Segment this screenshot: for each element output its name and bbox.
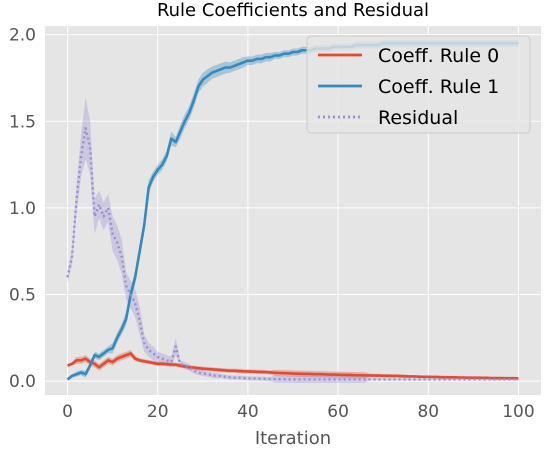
legend-label: Coeff. Rule 1 xyxy=(378,76,499,98)
line-coeff-rule-0 xyxy=(67,352,519,380)
band-coeff-rule-1 xyxy=(67,39,519,382)
x-tick-label: 80 xyxy=(417,402,439,422)
y-tick-label: 1.5 xyxy=(9,112,36,132)
y-tick-label: 1.0 xyxy=(9,199,36,219)
x-tick-label: 40 xyxy=(237,402,259,422)
legend-label: Residual xyxy=(378,107,458,129)
x-tick-label: 20 xyxy=(147,402,169,422)
x-axis-label: Iteration xyxy=(255,428,331,449)
x-tick-label: 60 xyxy=(327,402,349,422)
x-tick-labels: 0 20 40 60 80 100 xyxy=(62,402,535,422)
y-tick-label: 0.0 xyxy=(9,372,36,392)
legend-box xyxy=(306,35,531,134)
y-tick-label: 2.0 xyxy=(9,26,36,46)
x-tick-label: 100 xyxy=(502,402,534,422)
chart-title: Rule Coefficients and Residual xyxy=(157,0,429,21)
legend-label: Coeff. Rule 0 xyxy=(378,45,499,67)
y-tick-label: 0.5 xyxy=(9,286,36,306)
y-tick-labels: 0.0 0.5 1.0 1.5 2.0 xyxy=(9,26,36,392)
legend: Coeff. Rule 0 Coeff. Rule 1 Residual xyxy=(306,35,531,134)
x-tick-label: 0 xyxy=(62,402,73,422)
